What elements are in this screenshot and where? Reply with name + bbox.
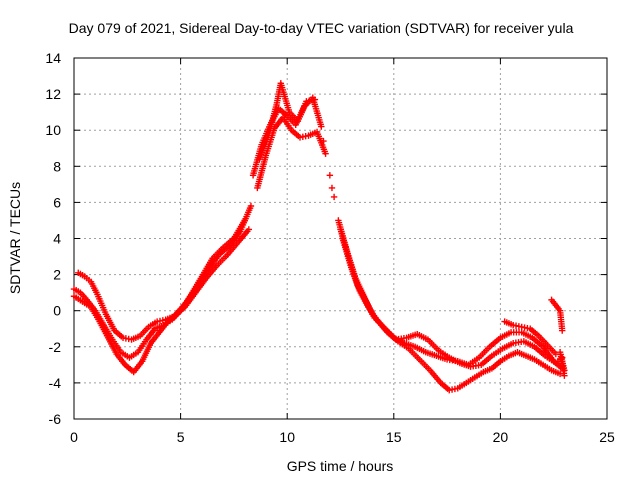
data-point <box>559 327 566 334</box>
x-axis-label: GPS time / hours <box>287 458 394 474</box>
data-point <box>320 137 327 145</box>
x-tick-label: 0 <box>70 429 78 445</box>
y-tick-label: 0 <box>53 303 61 319</box>
y-tick-label: -2 <box>49 339 62 355</box>
y-tick-label: -4 <box>49 375 62 391</box>
x-tick-label: 15 <box>386 429 402 445</box>
data-point <box>561 367 568 374</box>
y-axis-label: SDTVAR / TECUs <box>7 182 23 294</box>
x-axis-ticks: 0 5 10 15 20 25 <box>70 58 615 445</box>
data-point <box>311 96 319 103</box>
y-tick-label: 14 <box>45 50 61 66</box>
y-tick-label: 6 <box>53 194 61 210</box>
y-tick-label: 8 <box>53 158 61 174</box>
y-tick-label: 4 <box>53 231 61 247</box>
y-axis-ticks: -6 -4 -2 0 2 4 6 8 10 12 14 <box>45 50 607 427</box>
data-point <box>247 202 255 210</box>
y-tick-label: 2 <box>53 267 61 283</box>
data-point <box>328 184 336 192</box>
data-point <box>330 193 338 201</box>
data-point <box>245 226 253 233</box>
data-point <box>318 123 325 130</box>
x-tick-label: 10 <box>279 429 295 445</box>
y-tick-label: 12 <box>45 86 61 102</box>
x-tick-label: 5 <box>177 429 185 445</box>
x-tick-label: 20 <box>493 429 509 445</box>
y-tick-label: -6 <box>49 411 62 427</box>
data-points <box>70 80 568 394</box>
y-tick-label: 10 <box>45 122 61 138</box>
x-tick-label: 25 <box>599 429 615 445</box>
chart-title: Day 079 of 2021, Sidereal Day-to-day VTE… <box>69 20 574 36</box>
data-point <box>326 172 334 179</box>
data-point <box>322 150 329 157</box>
